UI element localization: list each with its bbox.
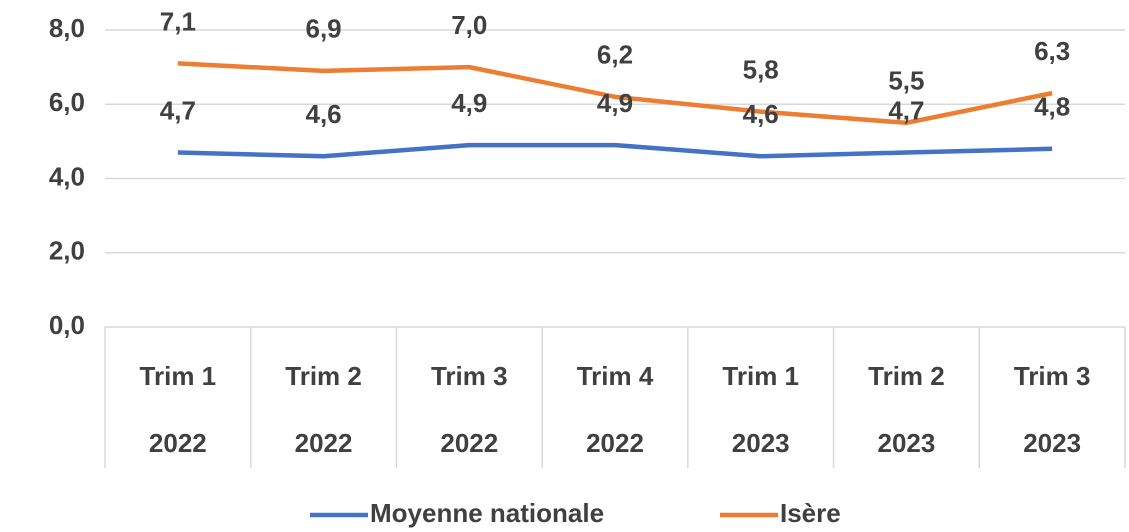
legend-label: Moyenne nationale <box>370 498 604 528</box>
x-tick-label: Trim 2 <box>868 361 945 391</box>
data-label: 6,2 <box>597 40 633 70</box>
data-label: 4,6 <box>305 99 341 129</box>
data-label: 7,1 <box>160 6 196 36</box>
y-tick-label: 4,0 <box>49 161 85 191</box>
x-tick-label: 2022 <box>586 428 644 458</box>
x-tick-label: 2022 <box>295 428 353 458</box>
x-tick-label: Trim 4 <box>577 361 654 391</box>
data-label: 7,0 <box>451 10 487 40</box>
y-tick-label: 2,0 <box>49 236 85 266</box>
y-tick-label: 6,0 <box>49 87 85 117</box>
x-tick-label: Trim 1 <box>140 361 217 391</box>
data-label: 4,7 <box>888 95 924 125</box>
legend-label: Isère <box>780 498 841 528</box>
y-tick-label: 0,0 <box>49 310 85 340</box>
x-tick-label: 2022 <box>440 428 498 458</box>
x-tick-label: Trim 1 <box>722 361 799 391</box>
x-tick-label: 2023 <box>732 428 790 458</box>
x-tick-label: 2023 <box>1023 428 1081 458</box>
data-label: 6,3 <box>1034 36 1070 66</box>
series-line <box>177 142 1053 159</box>
series-line <box>177 61 1053 126</box>
data-label: 4,9 <box>451 88 487 118</box>
data-label: 4,7 <box>160 95 196 125</box>
y-tick-label: 8,0 <box>49 13 85 43</box>
x-tick-label: Trim 3 <box>431 361 508 391</box>
data-label: 6,9 <box>305 14 341 44</box>
data-label: 4,6 <box>743 99 779 129</box>
x-tick-label: Trim 3 <box>1014 361 1091 391</box>
data-label: 4,9 <box>597 88 633 118</box>
data-label: 5,5 <box>888 66 924 96</box>
x-tick-label: 2022 <box>149 428 207 458</box>
x-tick-label: 2023 <box>878 428 936 458</box>
x-tick-label: Trim 2 <box>285 361 362 391</box>
data-label: 5,8 <box>743 55 779 85</box>
data-label: 4,8 <box>1034 92 1070 122</box>
